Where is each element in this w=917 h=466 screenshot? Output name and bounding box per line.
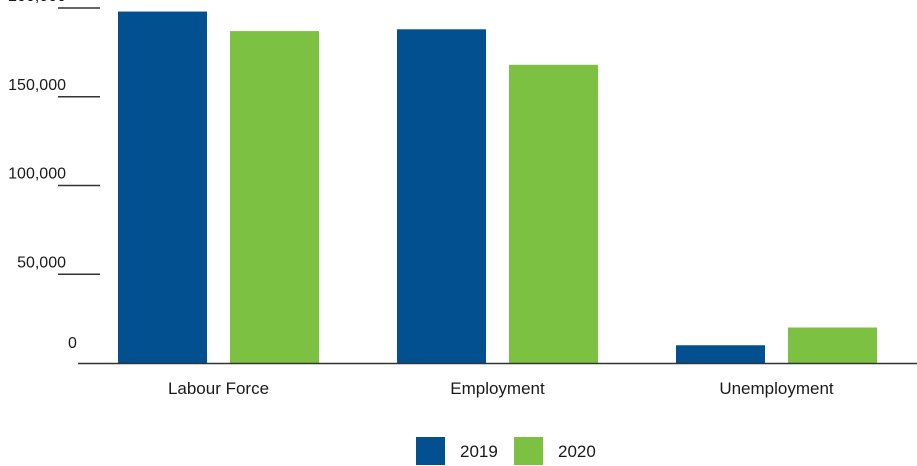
bar-2020-employment: [509, 64, 598, 364]
legend-swatch: [416, 437, 445, 465]
legend-swatch: [514, 437, 543, 465]
y-tick-label: 0: [68, 335, 77, 352]
y-axis: 0 50,000 100,000 150,000 200,000: [8, 0, 100, 352]
legend-label: 2020: [558, 442, 596, 461]
bar-2019-employment: [397, 29, 486, 364]
x-axis-labels: Labour Force Employment Unemployment: [168, 379, 834, 398]
y-tick-label: 150,000: [8, 77, 66, 94]
legend-label: 2019: [460, 442, 498, 461]
bar-2019-unemployment: [676, 345, 765, 363]
bar-2020-unemployment: [788, 327, 877, 363]
bar-2019-labour-force: [118, 11, 207, 364]
y-tick-label: 100,000: [8, 166, 66, 183]
x-category-label: Unemployment: [719, 379, 834, 398]
y-tick-label: 200,000: [8, 0, 66, 5]
bars: [118, 11, 877, 364]
y-tick-label: 50,000: [17, 254, 66, 271]
x-category-label: Employment: [450, 379, 545, 398]
bar-2020-labour-force: [230, 31, 319, 363]
legend: 2019 2020: [416, 437, 596, 465]
x-category-label: Labour Force: [168, 379, 269, 398]
